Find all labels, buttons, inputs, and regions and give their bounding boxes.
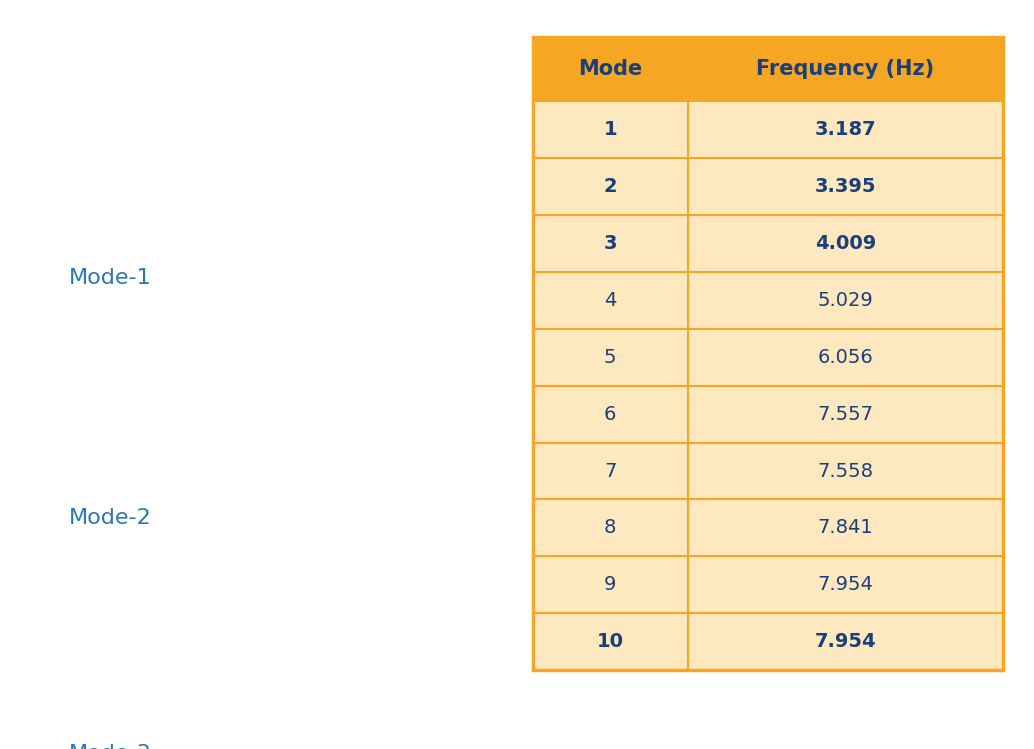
Text: Mode-2: Mode-2: [69, 508, 152, 528]
Text: 1: 1: [603, 120, 617, 139]
Text: 5.029: 5.029: [818, 291, 874, 309]
Bar: [533, 557, 1003, 613]
Text: Frequency (Hz): Frequency (Hz): [756, 59, 935, 79]
Text: 7.558: 7.558: [817, 461, 874, 481]
Bar: [533, 158, 1003, 215]
Text: 7.954: 7.954: [815, 632, 876, 652]
Text: 4: 4: [604, 291, 616, 309]
Bar: [533, 329, 1003, 386]
Text: 10: 10: [597, 632, 624, 652]
Text: Mode-3: Mode-3: [69, 744, 152, 749]
Bar: [533, 613, 1003, 670]
Text: 4.009: 4.009: [815, 234, 876, 252]
Bar: [533, 37, 1003, 101]
Text: 3.187: 3.187: [815, 120, 876, 139]
Text: 7.954: 7.954: [818, 575, 874, 595]
Bar: [533, 443, 1003, 500]
Text: 3: 3: [604, 234, 617, 252]
Bar: [533, 215, 1003, 272]
Bar: [533, 386, 1003, 443]
Bar: [533, 101, 1003, 158]
Text: 7.841: 7.841: [818, 518, 874, 538]
Text: 5: 5: [604, 348, 616, 366]
Bar: [533, 500, 1003, 557]
Text: 7: 7: [604, 461, 616, 481]
Bar: [533, 272, 1003, 329]
Text: 8: 8: [604, 518, 616, 538]
Text: 6.056: 6.056: [818, 348, 874, 366]
Text: 3.395: 3.395: [815, 177, 876, 195]
Text: 9: 9: [604, 575, 616, 595]
Text: 2: 2: [603, 177, 617, 195]
Text: 6: 6: [604, 404, 616, 424]
Text: Mode: Mode: [578, 59, 642, 79]
Text: 7.557: 7.557: [817, 404, 874, 424]
Text: Mode-1: Mode-1: [69, 268, 152, 288]
